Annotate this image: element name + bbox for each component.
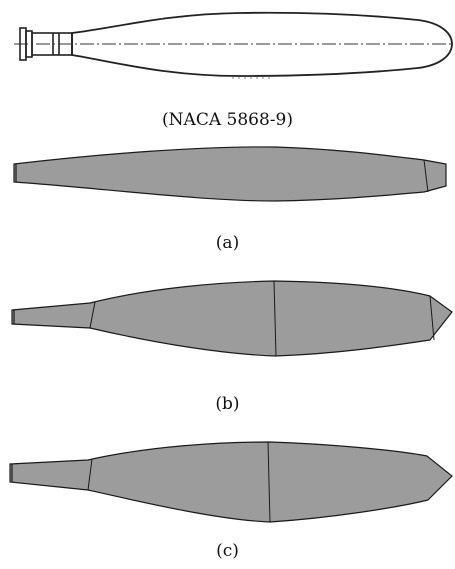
blade-b-section-2 xyxy=(273,280,277,357)
blade-a-tip-section xyxy=(423,159,429,193)
caption-a: (a) xyxy=(215,233,240,253)
blade-a-body xyxy=(13,146,447,202)
reference-blade-drawing xyxy=(0,6,455,82)
caption-c: (c) xyxy=(216,541,239,561)
blade-variant-a xyxy=(0,140,455,210)
reference-blade-svg xyxy=(14,11,453,79)
reference-caption: (NACA 5868-9) xyxy=(162,110,293,130)
blade-b-body xyxy=(11,280,453,357)
blade-c-svg xyxy=(9,441,453,523)
blade-variant-b xyxy=(0,270,455,366)
blade-outline xyxy=(71,11,453,77)
blade-variant-c xyxy=(0,430,455,530)
ref-dot xyxy=(161,18,163,20)
blade-a-svg xyxy=(13,146,447,202)
blade-b-svg xyxy=(11,280,453,357)
blade-c-section-2 xyxy=(267,441,271,523)
blade-b-section-1 xyxy=(89,301,96,329)
blade-c-body xyxy=(9,441,453,523)
caption-b: (b) xyxy=(215,394,240,414)
blade-c-section-1 xyxy=(87,458,93,491)
blade-b-section-3 xyxy=(429,295,435,341)
